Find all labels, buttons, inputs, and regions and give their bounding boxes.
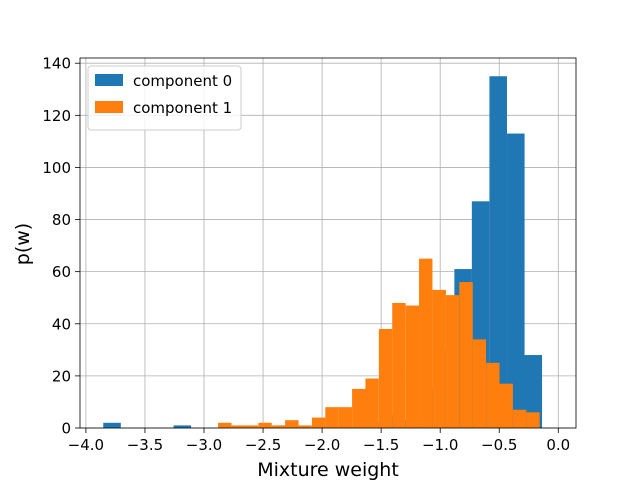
y-tick-label: 40 — [52, 315, 71, 333]
legend-swatch — [95, 74, 123, 86]
histogram-bar-component-1 — [365, 378, 379, 428]
histogram-bar-component-1 — [405, 305, 420, 428]
histogram-bar-component-1 — [445, 295, 460, 428]
histogram-bar-component-1 — [526, 412, 540, 428]
histogram-bar-component-1 — [472, 339, 487, 428]
y-tick-label: 60 — [52, 263, 71, 281]
histogram-bar-component-1 — [378, 328, 393, 428]
histogram-bar-component-1 — [459, 282, 473, 428]
ticks: −4.0 −3.5 −3.0 −2.5 −2.0 −1.5 −1.0 −0.5 0.0 0 20 40… — [42, 55, 570, 454]
legend-frame — [87, 65, 242, 131]
histogram-bar-component-1 — [325, 407, 339, 428]
histogram-bar-component-1 — [352, 388, 366, 428]
x-tick-label: −2.5 — [245, 436, 281, 454]
y-tick-label: 100 — [42, 159, 71, 177]
legend: component 0 component 1 — [87, 65, 242, 131]
histogram-bar-component-0 — [524, 355, 543, 428]
x-tick-label: −0.5 — [481, 436, 517, 454]
histogram-bar-component-1 — [338, 407, 353, 428]
y-tick-label: 20 — [52, 367, 71, 385]
x-tick-label: −3.0 — [186, 436, 222, 454]
x-tick-label: −2.0 — [304, 436, 340, 454]
histogram-bar-component-0 — [489, 76, 507, 428]
x-tick-label: 0.0 — [546, 436, 570, 454]
histogram-bar-component-1 — [218, 422, 232, 428]
bars — [103, 76, 543, 428]
x-tick-label: −1.0 — [422, 436, 458, 454]
histogram-bar-component-1 — [311, 417, 326, 428]
histogram-bar-component-1 — [271, 425, 286, 428]
x-tick-label: −3.5 — [127, 436, 163, 454]
x-tick-label: −1.5 — [363, 436, 399, 454]
histogram-bar-component-1 — [285, 420, 299, 428]
y-tick-label: 80 — [52, 211, 71, 229]
legend-label: component 0 — [133, 72, 232, 90]
histogram-bar-component-1 — [512, 409, 527, 428]
axes-frame — [79, 57, 577, 429]
histogram-bar-component-1 — [298, 425, 312, 428]
y-axis-label: p(w) — [12, 223, 34, 265]
x-axis-label: Mixture weight — [257, 459, 399, 480]
histogram-bar-component-1 — [499, 383, 513, 428]
histogram-bar-component-1 — [432, 289, 446, 428]
histogram-bar-component-1 — [419, 258, 433, 428]
histogram-bar-component-1 — [244, 425, 259, 428]
histogram-bar-component-0 — [507, 133, 525, 428]
histogram-bar-component-1 — [486, 362, 500, 428]
y-tick-label: 0 — [61, 420, 71, 438]
x-tick-label: −4.0 — [68, 436, 104, 454]
y-tick-label: 140 — [42, 55, 71, 73]
histogram-bar-component-0 — [103, 422, 121, 428]
histogram-bar-component-1 — [231, 425, 245, 428]
histogram-bar-component-0 — [173, 425, 192, 428]
legend-swatch — [95, 101, 123, 113]
histogram-bar-component-1 — [392, 302, 406, 428]
histogram-bar-component-1 — [258, 422, 272, 428]
legend-label: component 1 — [133, 99, 232, 117]
y-tick-label: 120 — [42, 107, 71, 125]
